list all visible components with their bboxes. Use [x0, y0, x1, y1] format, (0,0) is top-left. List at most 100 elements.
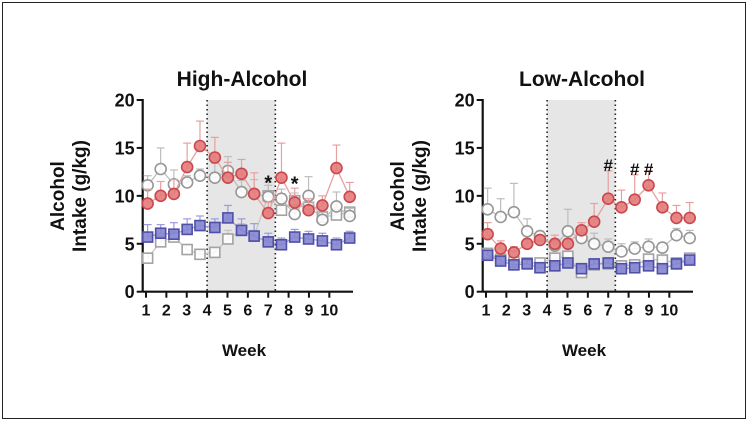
data-point	[520, 237, 534, 251]
data-point	[683, 254, 696, 266]
x-tick-label: 8	[284, 303, 293, 320]
data-point	[180, 176, 194, 189]
data-point	[602, 257, 615, 269]
data-point	[193, 169, 207, 183]
data-point	[343, 190, 357, 204]
data-point	[507, 205, 521, 219]
data-point	[520, 225, 534, 238]
data-point	[683, 211, 697, 225]
significance-marker: #	[644, 160, 654, 179]
data-point	[209, 221, 221, 234]
x-axis-label: Week	[222, 341, 267, 360]
data-point	[670, 258, 683, 270]
y-tick-label: 15	[455, 138, 475, 158]
data-point	[193, 139, 207, 153]
data-point	[302, 233, 315, 245]
data-point	[194, 248, 206, 261]
data-point	[222, 233, 234, 245]
data-point	[141, 231, 154, 243]
data-point	[330, 161, 343, 175]
data-point	[521, 258, 533, 270]
data-point	[549, 260, 561, 272]
data-point	[288, 231, 301, 243]
series-line	[487, 184, 690, 254]
data-point	[575, 224, 588, 237]
data-point	[208, 151, 222, 164]
data-point	[561, 225, 575, 238]
x-tick-label: 5	[563, 303, 572, 320]
y-tick-label: 0	[465, 282, 475, 302]
data-point	[141, 252, 154, 264]
data-point	[507, 246, 521, 259]
data-point	[275, 192, 288, 206]
data-point	[248, 230, 260, 242]
x-tick-label: 2	[162, 303, 171, 320]
data-point	[208, 171, 222, 184]
data-point	[181, 243, 193, 256]
data-point	[316, 199, 329, 212]
data-point	[481, 249, 494, 262]
data-point	[275, 204, 288, 217]
x-tick-label: 4	[543, 303, 552, 320]
y-tick-label: 0	[125, 282, 135, 302]
series-line	[487, 208, 690, 253]
y-tick-label: 10	[115, 186, 135, 206]
data-point	[180, 160, 194, 174]
y-tick-label: 20	[115, 91, 135, 111]
data-point	[642, 179, 655, 192]
data-point	[615, 201, 628, 214]
y-tick-label: 5	[465, 234, 475, 254]
panel-high-alcohol: High-Alcohol Week AlcoholIntake (g/kg) 0…	[48, 68, 357, 360]
x-tick-label: 5	[223, 303, 232, 320]
data-point	[247, 187, 261, 201]
x-tick-label: 10	[660, 303, 678, 320]
data-point	[615, 262, 628, 275]
data-point	[642, 260, 655, 272]
data-point	[656, 262, 669, 275]
data-point	[534, 261, 546, 274]
y-tick-label: 20	[455, 91, 475, 111]
data-point	[288, 207, 302, 221]
data-point	[261, 206, 275, 220]
x-tick-label: 3	[522, 303, 531, 320]
data-point	[683, 231, 697, 245]
series-line	[147, 145, 351, 215]
panel-low-alcohol: Low-Alcohol Week AlcoholIntake (g/kg) 0 5…	[388, 68, 697, 360]
data-point	[628, 193, 642, 206]
x-tick-label: 8	[624, 303, 633, 320]
y-axis-label: AlcoholIntake (g/kg)	[48, 140, 91, 252]
data-point	[508, 259, 520, 271]
data-point	[235, 224, 248, 237]
data-point	[302, 203, 315, 217]
chart-title: Low-Alcohol	[519, 68, 645, 91]
x-tick-label: 1	[482, 303, 491, 320]
data-point	[481, 227, 494, 241]
data-point	[316, 235, 329, 247]
data-point	[615, 245, 628, 258]
x-tick-label: 3	[182, 303, 191, 320]
data-point	[343, 232, 356, 244]
series-blue-filled-square	[481, 249, 696, 275]
data-point	[154, 227, 167, 240]
data-point	[588, 258, 600, 270]
data-point	[587, 215, 601, 229]
data-point	[181, 223, 193, 236]
x-tick-label: 2	[502, 303, 511, 320]
data-point	[562, 257, 574, 269]
series-line	[487, 254, 690, 270]
series-red-filled-circle	[141, 120, 357, 220]
data-point	[533, 233, 547, 247]
data-point	[275, 171, 288, 184]
x-tick-label: 9	[645, 303, 654, 320]
x-tick-label: 7	[264, 303, 273, 320]
data-point	[154, 162, 167, 176]
data-point	[656, 201, 669, 214]
x-tick-label: 10	[320, 303, 338, 320]
data-point	[670, 228, 683, 242]
data-point	[494, 255, 507, 267]
data-point	[288, 196, 302, 209]
x-tick-label: 7	[604, 303, 613, 320]
data-point	[330, 238, 343, 251]
data-point	[221, 171, 235, 184]
y-tick-label: 5	[125, 234, 135, 254]
